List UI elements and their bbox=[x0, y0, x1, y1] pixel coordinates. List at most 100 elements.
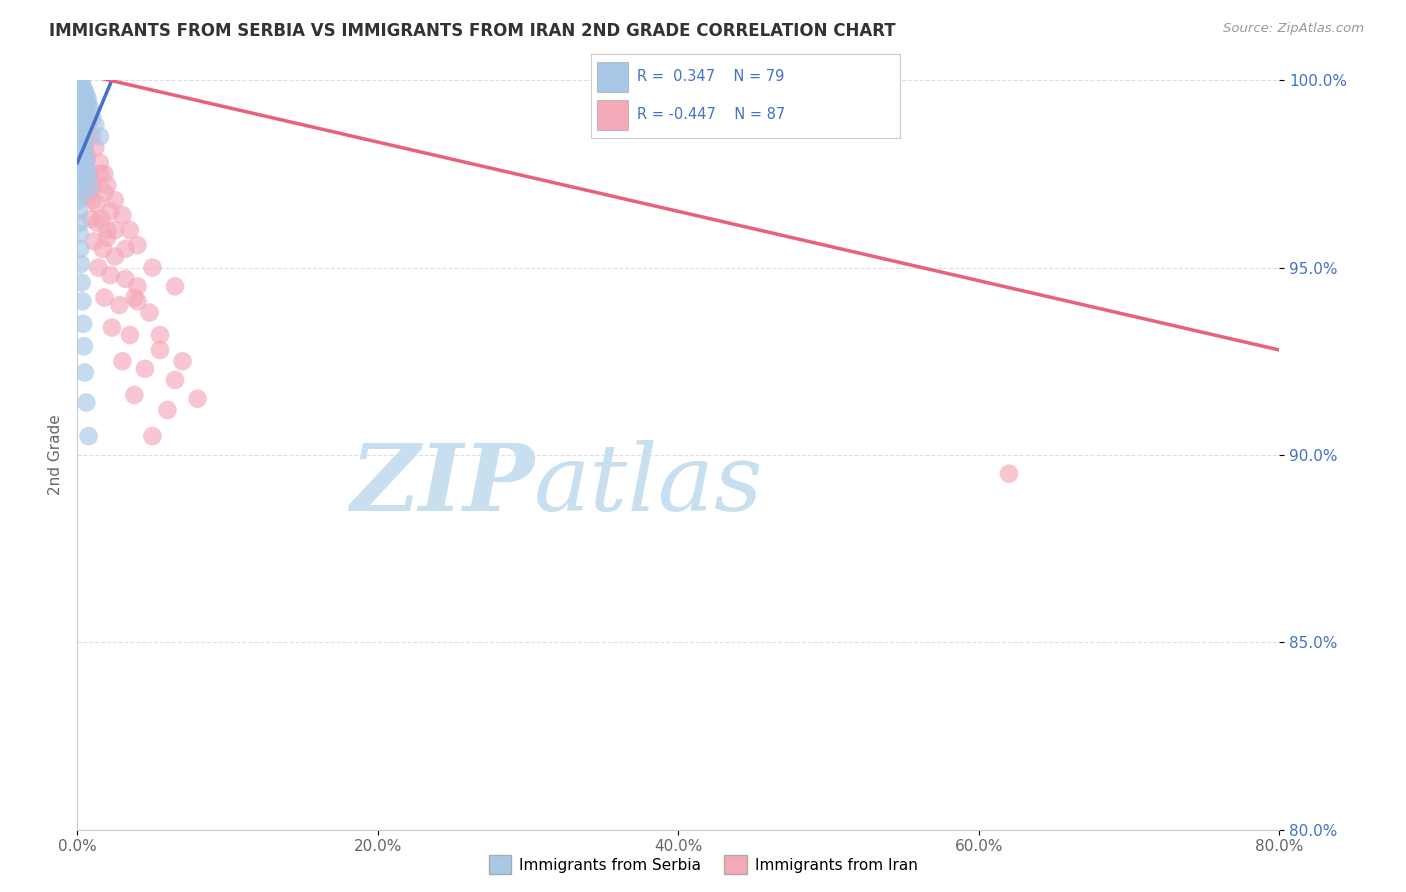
Point bbox=[69, 111, 91, 125]
Point bbox=[67, 170, 90, 185]
Point bbox=[69, 77, 91, 91]
Point bbox=[73, 88, 96, 103]
Point bbox=[75, 152, 97, 166]
Point bbox=[75, 152, 97, 166]
Point bbox=[82, 178, 104, 193]
Point bbox=[67, 80, 90, 95]
Point bbox=[70, 85, 93, 99]
Point bbox=[75, 167, 97, 181]
Point bbox=[67, 73, 90, 87]
Point bbox=[73, 366, 96, 380]
Point bbox=[69, 227, 91, 241]
Text: R = -0.447    N = 87: R = -0.447 N = 87 bbox=[637, 107, 785, 122]
Point bbox=[163, 373, 186, 387]
Point bbox=[67, 80, 90, 95]
Point bbox=[67, 99, 90, 113]
FancyBboxPatch shape bbox=[596, 100, 627, 130]
Point bbox=[114, 272, 136, 286]
Point bbox=[77, 170, 100, 185]
Point bbox=[75, 88, 97, 103]
Point bbox=[82, 111, 104, 125]
Point bbox=[70, 276, 93, 290]
Text: IMMIGRANTS FROM SERBIA VS IMMIGRANTS FROM IRAN 2ND GRADE CORRELATION CHART: IMMIGRANTS FROM SERBIA VS IMMIGRANTS FRO… bbox=[49, 22, 896, 40]
Point bbox=[73, 103, 96, 118]
Point bbox=[69, 73, 91, 87]
Point bbox=[127, 279, 149, 293]
Point bbox=[72, 145, 94, 159]
Point bbox=[77, 174, 100, 188]
Text: atlas: atlas bbox=[534, 440, 763, 530]
Point bbox=[76, 163, 98, 178]
Point bbox=[96, 223, 118, 237]
Point bbox=[69, 80, 91, 95]
Point bbox=[77, 429, 100, 443]
Point bbox=[108, 298, 131, 312]
Point bbox=[138, 305, 160, 319]
Point bbox=[67, 178, 90, 193]
Point bbox=[73, 339, 96, 353]
Point bbox=[69, 118, 91, 132]
Point bbox=[67, 88, 90, 103]
Point bbox=[156, 403, 179, 417]
Point bbox=[70, 80, 93, 95]
Point bbox=[91, 242, 114, 256]
Point bbox=[69, 242, 91, 256]
Point bbox=[70, 80, 93, 95]
Point bbox=[69, 114, 91, 128]
Point bbox=[69, 80, 91, 95]
Point bbox=[96, 178, 118, 193]
Point bbox=[80, 211, 103, 226]
Point bbox=[82, 129, 104, 144]
Point bbox=[70, 126, 93, 140]
Point bbox=[67, 73, 90, 87]
Point bbox=[70, 92, 93, 106]
Point bbox=[72, 317, 94, 331]
Point bbox=[69, 107, 91, 121]
Point bbox=[67, 92, 90, 106]
Point bbox=[72, 294, 94, 309]
Point bbox=[70, 77, 93, 91]
Point bbox=[72, 95, 94, 110]
Text: R =  0.347    N = 79: R = 0.347 N = 79 bbox=[637, 69, 785, 84]
FancyBboxPatch shape bbox=[596, 62, 627, 92]
Point bbox=[70, 85, 93, 99]
Y-axis label: 2nd Grade: 2nd Grade bbox=[48, 415, 63, 495]
Point bbox=[67, 95, 90, 110]
Point bbox=[69, 73, 91, 87]
Point bbox=[141, 429, 163, 443]
Point bbox=[69, 88, 91, 103]
Point bbox=[79, 99, 101, 113]
Point bbox=[67, 163, 90, 178]
Point bbox=[89, 129, 111, 144]
Point bbox=[89, 155, 111, 169]
Point bbox=[998, 467, 1021, 481]
Point bbox=[67, 155, 90, 169]
Point bbox=[72, 129, 94, 144]
Point bbox=[127, 238, 149, 252]
Point bbox=[100, 204, 122, 219]
Point bbox=[76, 95, 98, 110]
Point bbox=[114, 242, 136, 256]
Point bbox=[69, 80, 91, 95]
Point bbox=[67, 204, 90, 219]
Point bbox=[67, 148, 90, 162]
Point bbox=[118, 223, 141, 237]
Point bbox=[93, 167, 115, 181]
Point bbox=[72, 80, 94, 95]
Point bbox=[67, 103, 90, 118]
Point bbox=[70, 129, 93, 144]
Point bbox=[67, 92, 90, 106]
Text: ZIP: ZIP bbox=[350, 440, 534, 530]
Point bbox=[79, 167, 101, 181]
Point bbox=[73, 95, 96, 110]
Point bbox=[127, 294, 149, 309]
Point bbox=[73, 141, 96, 155]
Point bbox=[93, 186, 115, 200]
Point bbox=[76, 189, 98, 203]
Point bbox=[86, 216, 108, 230]
Point bbox=[111, 354, 134, 368]
Point bbox=[67, 85, 90, 99]
Point bbox=[172, 354, 194, 368]
Point bbox=[186, 392, 209, 406]
Point bbox=[104, 193, 127, 207]
